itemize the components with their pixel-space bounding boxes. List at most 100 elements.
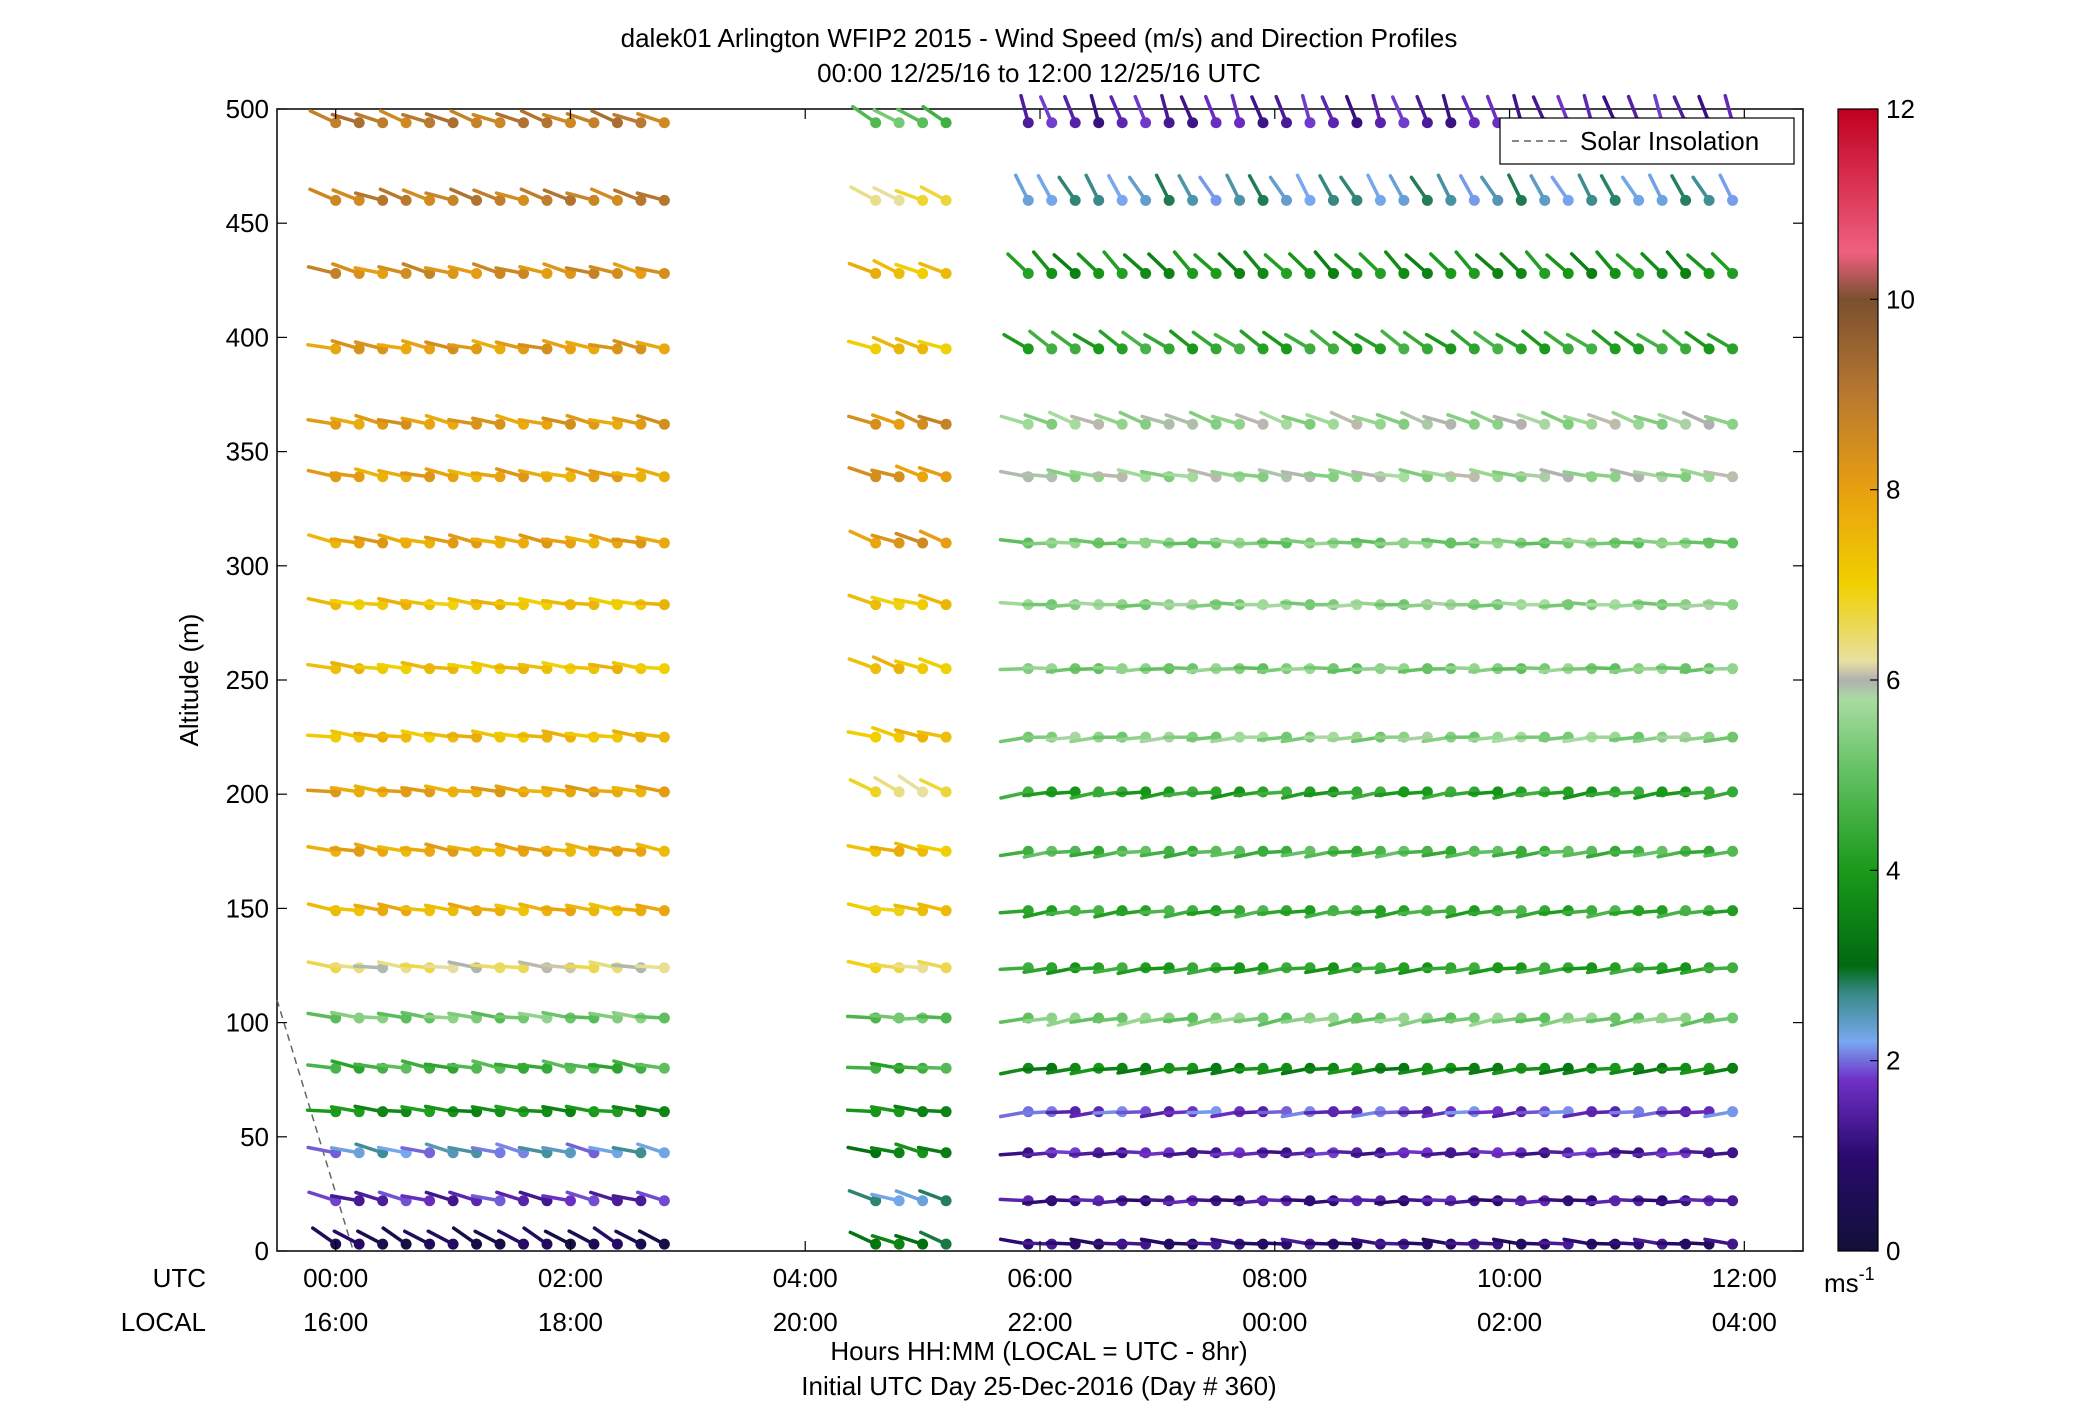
wind-barb-dot (377, 537, 389, 549)
wind-barb-dot (353, 471, 365, 483)
wind-barb-dot (1140, 117, 1152, 129)
wind-barb-dot (400, 1238, 412, 1250)
wind-barb-dot (917, 1238, 929, 1250)
wind-barb-dot (1069, 418, 1081, 430)
wind-barb-dot (940, 1238, 952, 1250)
wind-barb-dot (1727, 194, 1739, 206)
wind-barb-dot (1093, 117, 1105, 129)
wind-barb-dot (870, 731, 882, 743)
wind-barb-dot (1562, 786, 1574, 798)
local-row-label: LOCAL (121, 1307, 206, 1337)
wind-barb-dot (1421, 117, 1433, 129)
wind-barb-dot (564, 845, 576, 857)
wind-barb-dot (1257, 343, 1269, 355)
wind-barb-dot (1374, 267, 1386, 279)
wind-barb-dot (1257, 471, 1269, 483)
colorbar-unit-exponent: -1 (1859, 1264, 1875, 1284)
wind-barb-dot (1304, 267, 1316, 279)
wind-barb-dot (1351, 194, 1363, 206)
wind-barb-dot (893, 845, 905, 857)
wind-barb-dot (658, 1195, 670, 1207)
wind-barb-dot (1281, 267, 1293, 279)
wind-barb-dot (940, 471, 952, 483)
wind-barb-dot (564, 194, 576, 206)
wind-barb-dot (1140, 786, 1152, 798)
wind-barb-dot (1398, 1012, 1410, 1024)
wind-barb-dot (1727, 1106, 1739, 1118)
wind-barb-dot (635, 1147, 647, 1159)
wind-barb-dot (377, 1195, 389, 1207)
wind-barb-dot (1539, 1012, 1551, 1024)
wind-barb-dot (1656, 267, 1668, 279)
x-tick-label-local: 04:00 (1712, 1307, 1777, 1337)
wind-barb-dot (940, 343, 952, 355)
wind-barb-dot (893, 663, 905, 675)
wind-barb-dot (1022, 194, 1034, 206)
wind-barb-dot (1163, 905, 1175, 917)
wind-barb-dot (893, 343, 905, 355)
wind-barb-dot (1727, 845, 1739, 857)
wind-barb-dot (658, 1106, 670, 1118)
wind-barb-dot (494, 1147, 506, 1159)
wind-barb-dot (1727, 267, 1739, 279)
wind-barb-dot (1351, 267, 1363, 279)
colorbar-ticks: 0 2 4 6 8 10 12 (1870, 94, 1915, 1266)
wind-barb-dot (1633, 786, 1645, 798)
wind-barb-dot (635, 117, 647, 129)
wind-barb-dot (1609, 343, 1621, 355)
wind-barb-dot (377, 194, 389, 206)
wind-barb-dot (1257, 267, 1269, 279)
wind-barb-dot (541, 343, 553, 355)
x-tick-label-local: 16:00 (303, 1307, 368, 1337)
x-tick-label-local: 02:00 (1477, 1307, 1542, 1337)
wind-barb-dot (870, 1195, 882, 1207)
wind-barb-dot (1445, 194, 1457, 206)
wind-barb-dot (917, 267, 929, 279)
wind-barb-dot (1515, 418, 1527, 430)
wind-barb-dot (377, 905, 389, 917)
wind-barb-dot (424, 194, 436, 206)
wind-barb-dot (494, 471, 506, 483)
wind-barb-dot (1562, 343, 1574, 355)
chart-subtitle: 00:00 12/25/16 to 12:00 12/25/16 UTC (817, 58, 1261, 88)
wind-barb-dot (1374, 418, 1386, 430)
wind-barb-dot (1633, 194, 1645, 206)
wind-barb-dot (1304, 343, 1316, 355)
wind-barb-dot (1468, 418, 1480, 430)
wind-barb-dot (893, 731, 905, 743)
wind-barb-dot (1727, 1147, 1739, 1159)
wind-barb-dot (1609, 267, 1621, 279)
wind-barb-dot (1586, 905, 1598, 917)
x-axis: 00:00 16:00 02:00 18:00 04:00 20:00 06:00 22:00… (303, 109, 1777, 1337)
y-tick-label: 400 (226, 322, 269, 352)
wind-barb-dot (1656, 194, 1668, 206)
wind-barb-dot (424, 1238, 436, 1250)
wind-barb-dot (400, 1062, 412, 1074)
wind-barb-dot (518, 1238, 530, 1250)
wind-barb-dot (1210, 267, 1222, 279)
wind-barb-dot (1727, 599, 1739, 611)
wind-barb-dot (1468, 267, 1480, 279)
wind-barb-dot (917, 962, 929, 974)
wind-barb-dot (1468, 117, 1480, 129)
wind-barb-dot (1727, 905, 1739, 917)
wind-barb-dot (1234, 117, 1246, 129)
wind-barb-dot (917, 786, 929, 798)
wind-barb-dot (1398, 267, 1410, 279)
wind-barb-dot (870, 117, 882, 129)
wind-barb-dot (658, 117, 670, 129)
wind-barb-dot (1656, 418, 1668, 430)
wind-barb-dot (1727, 1238, 1739, 1250)
wind-barb-dot (917, 905, 929, 917)
wind-barb-dot (1327, 471, 1339, 483)
wind-barb-dot (658, 663, 670, 675)
wind-barb-dot (1046, 267, 1058, 279)
wind-barb-dot (1234, 267, 1246, 279)
wind-barb-dot (870, 537, 882, 549)
wind-barb-dot (1586, 267, 1598, 279)
wind-barb-dot (1046, 117, 1058, 129)
wind-barb-dot (377, 471, 389, 483)
wind-barb-dot (1680, 1012, 1692, 1024)
wind-barb-dot (447, 117, 459, 129)
wind-barb-dot (471, 731, 483, 743)
